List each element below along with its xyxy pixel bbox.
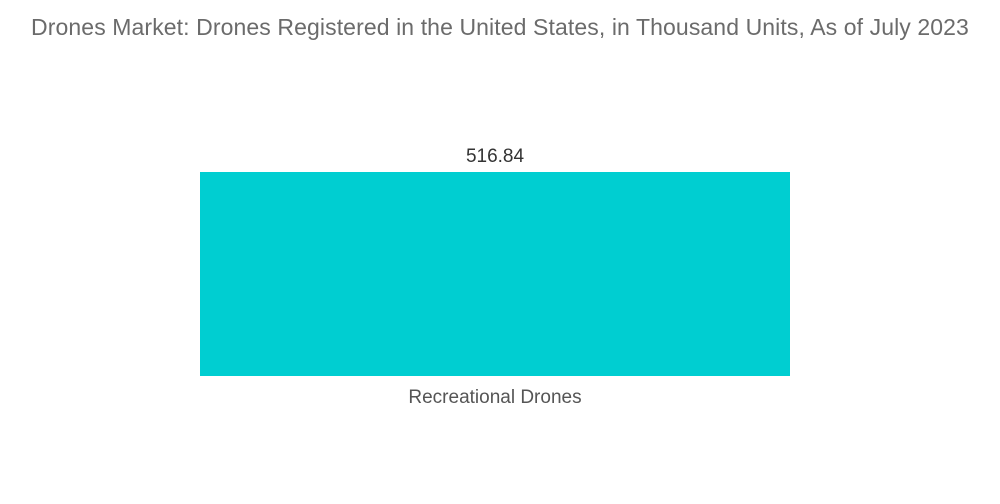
- bar-value-label-0: 516.84: [466, 146, 525, 167]
- chart-title: Drones Market: Drones Registered in the …: [31, 14, 969, 40]
- bars-group: 516.84 Recreational Drones: [200, 146, 790, 408]
- category-label-0: Recreational Drones: [408, 387, 581, 408]
- bar-0: [200, 172, 790, 376]
